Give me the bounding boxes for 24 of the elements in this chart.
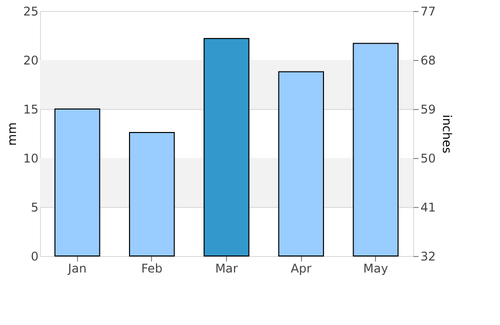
y-tick-label: 5 bbox=[30, 200, 38, 214]
y-tick-label: 25 bbox=[23, 4, 38, 18]
y-tick-label: 15 bbox=[23, 102, 38, 116]
x-tick-label: Feb bbox=[141, 262, 163, 276]
y2-tick-label: 50 bbox=[420, 152, 436, 166]
y2-axis-title: inches bbox=[440, 114, 454, 154]
y2-tick-label: 68 bbox=[420, 54, 436, 68]
bar bbox=[54, 108, 100, 256]
bar bbox=[204, 38, 250, 256]
y2-tick-label: 32 bbox=[420, 250, 436, 264]
x-tick-label: May bbox=[363, 262, 388, 276]
bar bbox=[129, 132, 175, 256]
y2-tick-label: 59 bbox=[420, 102, 436, 116]
y2-tick-label: 41 bbox=[420, 200, 436, 214]
bar bbox=[352, 42, 399, 256]
bar bbox=[278, 71, 324, 256]
y-axis-title: mm bbox=[5, 122, 20, 146]
y-tick-label: 10 bbox=[23, 152, 38, 166]
x-tick-label: Apr bbox=[290, 262, 312, 276]
x-tick-label: Jan bbox=[67, 262, 87, 276]
y2-tick-label: 77 bbox=[420, 4, 436, 18]
y-tick-label: 20 bbox=[23, 54, 38, 68]
y-tick-label: 0 bbox=[30, 250, 38, 264]
x-tick-label: Mar bbox=[215, 262, 238, 276]
